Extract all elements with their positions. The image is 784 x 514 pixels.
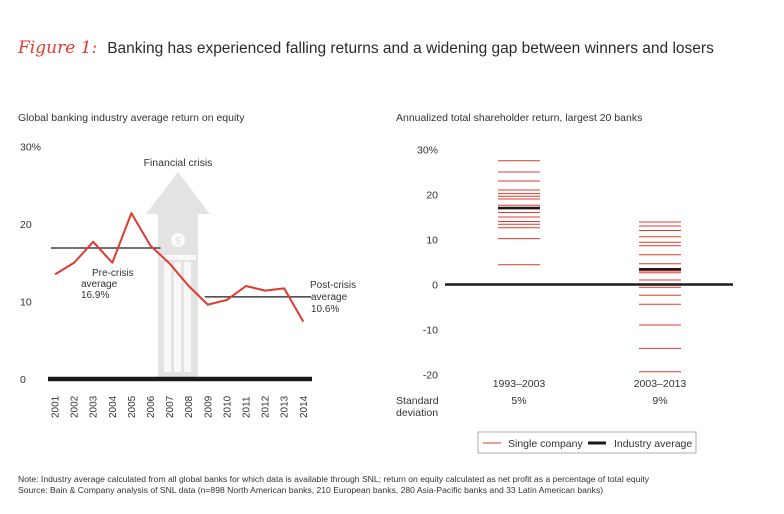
y-tick-label: 10: [426, 235, 438, 247]
y-tick-label: 30%: [20, 142, 41, 154]
bank-lintel-icon: [160, 255, 196, 260]
footnotes: Note: Industry average calculated from a…: [18, 474, 649, 496]
dollar-coin-icon: [171, 233, 185, 247]
left-chart-subtitle: Global banking industry average return o…: [18, 112, 245, 124]
post-crisis-label: average: [311, 292, 348, 303]
note-line: Note: Industry average calculated from a…: [18, 474, 650, 484]
std-dev-value: 9%: [652, 395, 667, 407]
x-tick-label: 2009: [203, 395, 214, 418]
legend-box: [477, 431, 697, 454]
category-label: 1993–2003: [493, 378, 546, 390]
x-tick-label: 2010: [222, 395, 233, 418]
y-tick-label: 0: [20, 374, 26, 386]
x-tick-label: 2001: [51, 395, 62, 418]
y-tick-label: -10: [423, 325, 438, 337]
roe-series-line: [54, 212, 305, 323]
x-tick-label: 2007: [165, 395, 176, 418]
legend-industry-label: Industry average: [614, 438, 692, 450]
x-tick-label: 2004: [108, 395, 119, 418]
post-crisis-label: 10.6%: [311, 304, 339, 315]
y-tick-label: 30%: [417, 145, 438, 157]
x-tick-label: 2012: [261, 395, 272, 418]
post-crisis-label: Post-crisis: [310, 280, 356, 291]
source-line: Source: Bain & Company analysis of SNL d…: [18, 485, 604, 495]
x-tick-label: 2011: [242, 396, 253, 418]
figure-label: Figure 1:: [18, 38, 98, 58]
figure-title-text: Banking has experienced falling returns …: [107, 40, 714, 57]
y-tick-label: 10: [20, 297, 32, 309]
x-tick-label: 2003: [89, 395, 100, 418]
x-tick-label: 2014: [299, 395, 310, 418]
y-tick-label: 20: [426, 190, 438, 202]
x-tick-label: 2008: [184, 395, 195, 418]
category-label: 2003–2013: [634, 378, 687, 390]
bank-column-icon: [174, 262, 181, 372]
legend-single-label: Single company: [508, 438, 583, 450]
x-tick-label: 2002: [70, 395, 81, 418]
bank-column-icon: [184, 262, 191, 372]
y-tick-label: 0: [432, 280, 438, 292]
y-tick-label: 20: [20, 219, 32, 231]
x-tick-label: 2006: [146, 395, 157, 418]
right-chart-subtitle: Annualized total shareholder return, lar…: [396, 112, 643, 124]
std-dev-label: deviation: [396, 407, 438, 419]
std-dev-label: Standard: [396, 395, 439, 407]
bank-column-icon: [164, 262, 171, 372]
dollar-sign-icon: $: [175, 236, 181, 247]
std-dev-value: 5%: [511, 395, 526, 407]
pre-crisis-label: 16.9%: [81, 290, 109, 301]
pre-crisis-label: Pre-crisis: [92, 268, 134, 279]
figure-title: Figure 1: Banking has experienced falling…: [18, 38, 714, 58]
pre-crisis-label: average: [81, 279, 118, 290]
crisis-label: Financial crisis: [144, 157, 213, 169]
x-tick-label: 2005: [127, 395, 138, 418]
y-tick-label: -20: [423, 370, 438, 382]
x-tick-label: 2013: [280, 395, 291, 418]
